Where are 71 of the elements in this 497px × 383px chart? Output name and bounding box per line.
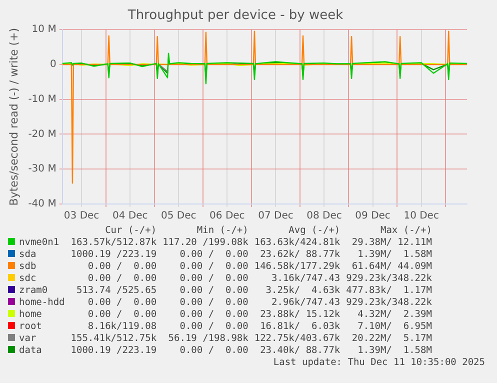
x-tick-label: 09 Dec [355,210,390,222]
text: 16.81k/ 6.03k [259,321,340,333]
text: 4.32M/ 2.39M [356,309,432,321]
legend-label: home-hdd [18,297,65,309]
text: 122.75k/403.67k [253,333,340,345]
x-tick-label: 10 Dec [404,210,439,222]
x-tick-label: 07 Dec [258,210,294,222]
x-tick-label: 06 Dec [210,210,245,222]
text: 0.00 / 0.00 [178,249,248,261]
text: 1000.19 /223.19 [70,345,157,357]
text: 146.58k/177.29k [253,261,340,273]
text: 61.64M/ 44.09M [350,261,432,273]
text: 2.96k/747.43 [270,297,340,309]
text: Avg (-/+) [288,225,340,237]
text: 0.00 / 0.00 [178,309,248,321]
x-tick-label: 08 Dec [306,210,342,222]
text: 155.41k/512.75k [70,333,157,345]
x-tick-label: 04 Dec [112,210,148,222]
legend-label: data [18,345,43,357]
text: 0.00 / 0.00 [86,273,157,285]
text: 56.19 /198.98k [167,333,248,345]
text: 23.40k/ 88.77k [259,345,340,357]
text: 929.23k/348.22k [345,297,432,309]
text: 0.00 / 0.00 [86,261,157,273]
text: 20.22M/ 5.17M [350,333,432,345]
text: Min (-/+) [196,225,248,237]
y-tick-label: -40 M [28,198,56,210]
text: 163.63k/424.81k [253,237,340,249]
y-tick-label: 10 M [32,24,56,36]
y-tick-label: 0 [50,59,56,70]
text: 929.23k/348.22k [345,273,432,285]
text: 513.74 /525.65 [75,285,157,297]
text: 29.38M/ 12.11M [350,237,432,249]
text: 0.00 / 0.00 [86,309,157,321]
text: 3.25k/ 4.63k [264,285,340,297]
text: 163.57k/512.87k [70,237,157,249]
text: 1000.19 /223.19 [70,249,157,261]
text: 117.20 /199.08k [162,237,248,249]
x-tick-label: 05 Dec [161,210,196,222]
x-tick-label: 03 Dec [64,210,100,222]
text: 23.88k/ 15.12k [259,309,340,321]
text: 0.00 / 0.00 [178,345,248,357]
text: 0.00 / 0.00 [86,297,157,309]
text: 477.83k/ 1.17M [345,285,432,297]
y-tick-label: -30 M [28,164,56,175]
legend-label: var [18,333,38,345]
y-tick-label: -10 M [28,94,56,105]
text: 0.00 / 0.00 [178,261,248,273]
text: 1.39M/ 1.58M [356,345,432,357]
text: Cur (-/+) [104,225,157,237]
text: 8.16k/119.08 [86,321,157,333]
legend-label: root [18,321,43,333]
legend-label: home [18,309,43,321]
legend-label: sdb [18,261,38,273]
chart-title: Throughput per device - by week [126,8,344,24]
text: 7.10M/ 6.95M [356,321,432,333]
legend-label: nvme0n1 [18,237,60,249]
text: 1.39M/ 1.58M [356,249,432,261]
text: 3.16k/747.43 [270,273,340,285]
legend-label: zram0 [18,285,49,297]
text: 0.00 / 0.00 [178,273,248,285]
y-axis-title: Bytes/second read (-) / write (+) [7,28,20,206]
y-tick-label: -20 M [28,128,56,140]
text: 0.00 / 0.00 [178,285,248,297]
text: Max (-/+) [379,225,432,237]
text: Last update: Thu Dec 11 10:35:00 2025 [272,357,485,369]
legend-label: sdc [18,273,38,285]
legend-label: sda [18,249,38,261]
text: 0.00 / 0.00 [178,297,248,309]
text: 0.00 / 0.00 [178,321,248,333]
text: 23.62k/ 88.77k [259,249,340,261]
